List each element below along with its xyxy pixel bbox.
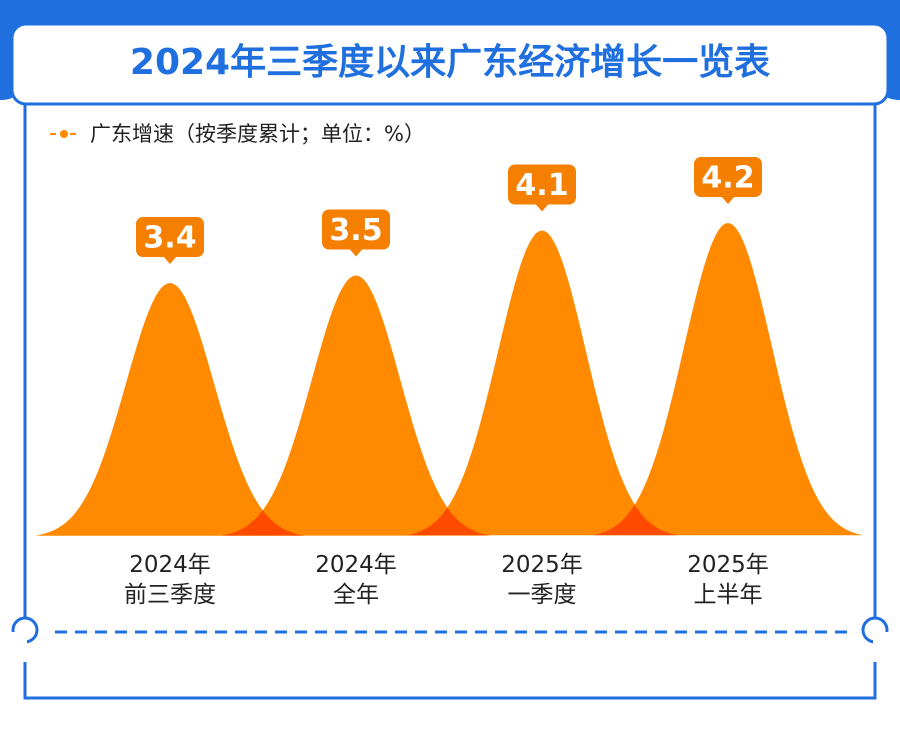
value-label: 4.2 (701, 161, 754, 196)
bell (593, 223, 863, 536)
plot: 2024年前三季度 2024年全年 2025年一季度 2025年上半年 3.4 3.5 4.… (35, 157, 863, 608)
notch-cover (873, 632, 890, 662)
bell (35, 283, 305, 536)
value-label-pointer (721, 196, 735, 204)
legend-label: 广东增速（按季度累计；单位：%） (90, 122, 425, 146)
value-label-box (694, 157, 762, 197)
value-label: 3.5 (329, 213, 382, 248)
x-tick-label: 2025年一季度 (501, 552, 583, 608)
notch-cover (10, 632, 27, 662)
value-label-box (322, 209, 390, 250)
legend-marker (60, 130, 68, 138)
labels: 3.4 3.5 4.1 4.2 (136, 157, 762, 264)
value-label-pointer (349, 248, 363, 257)
bell (407, 230, 677, 536)
value-label: 4.1 (515, 168, 568, 203)
x-tick-label: 2024年全年 (315, 552, 397, 608)
value-label: 3.4 (143, 221, 196, 256)
value-label-box (136, 217, 204, 257)
bell (221, 275, 491, 536)
value-label-pointer (163, 256, 177, 264)
x-tick-label: 2025年上半年 (687, 552, 769, 608)
chart-title: 2024年三季度以来广东经济增长一览表 (130, 42, 770, 83)
title-box (10, 22, 890, 106)
value-label-pointer (535, 203, 549, 212)
value-label-box (508, 164, 576, 205)
x-tick-label: 2024年前三季度 (124, 552, 216, 608)
